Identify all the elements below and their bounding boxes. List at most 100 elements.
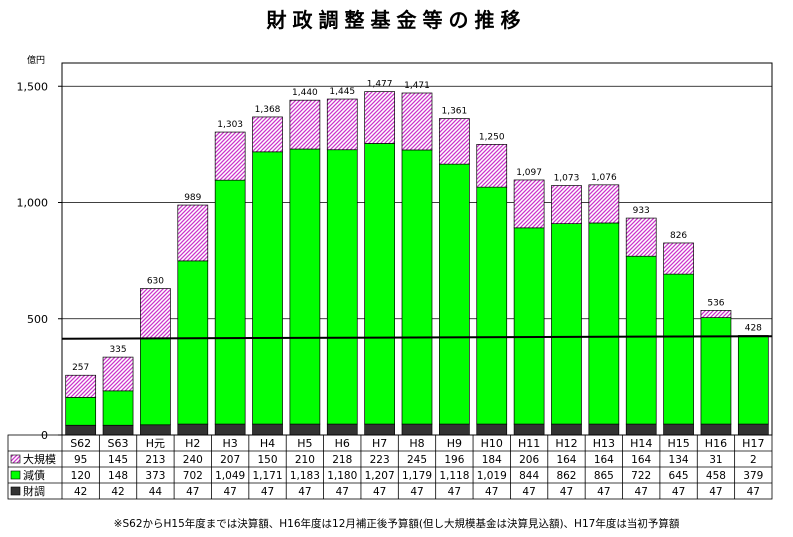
table-cell: 47 (747, 486, 760, 498)
bar-segment-大規模 (476, 144, 508, 188)
y-axis-unit-label: 億円 (27, 56, 46, 66)
x-tick-label: H5 (297, 437, 312, 450)
bar-segment-大規模 (289, 99, 321, 150)
reference-line (61, 335, 773, 340)
table-cell: 865 (594, 470, 614, 482)
bar-segment-大規模 (401, 92, 433, 151)
table-cell: 1,118 (439, 470, 469, 482)
bar-segment-減債 (140, 337, 171, 426)
bar-segment-財調 (625, 423, 657, 436)
table-cell: 1,207 (365, 470, 395, 482)
table-cell: 47 (410, 486, 423, 498)
bar-segment-財調 (663, 423, 694, 436)
table-cell: 47 (186, 486, 199, 498)
bar-segment-減債 (737, 335, 769, 425)
table-cell: 1,019 (477, 470, 507, 482)
table-cell: 206 (519, 454, 539, 466)
bar-segment-減債 (625, 255, 657, 425)
table-cell: 47 (597, 486, 610, 498)
bar-segment-大規模 (65, 374, 97, 398)
total-label: 1,303 (217, 120, 243, 130)
bar-segment-財調 (588, 423, 620, 436)
total-label: 1,477 (367, 80, 393, 90)
table-cell: 164 (556, 454, 576, 466)
table-cell: 47 (448, 486, 461, 498)
total-label: 335 (109, 345, 126, 355)
table-cell: 702 (183, 470, 203, 482)
legend-swatch (10, 470, 21, 480)
bar-segment-減債 (401, 149, 433, 425)
bar-segment-財調 (364, 423, 395, 436)
bar-segment-減債 (513, 227, 545, 425)
bar-segment-財調 (102, 424, 134, 436)
table-cell: 47 (223, 486, 236, 498)
table-cell: 47 (672, 486, 685, 498)
x-tick-label: S63 (108, 437, 129, 450)
bar-segment-大規模 (700, 310, 732, 318)
table-cell: 1,179 (402, 470, 432, 482)
x-tick-label: H3 (223, 437, 238, 450)
total-label: 1,445 (329, 87, 355, 97)
bar-segment-減債 (439, 163, 470, 425)
total-label: 536 (707, 298, 724, 308)
table-cell: 120 (71, 470, 91, 482)
total-label: 1,361 (441, 107, 467, 117)
bar-segment-大規模 (364, 91, 395, 144)
y-tick-label: 1,000 (17, 197, 49, 210)
bar-segment-財調 (551, 423, 582, 436)
bar-segment-減債 (588, 222, 620, 425)
table-cell: 95 (74, 454, 87, 466)
x-tick-label: H2 (185, 437, 200, 450)
bar-segment-減債 (214, 179, 246, 425)
bar-segment-財調 (289, 423, 321, 436)
table-cell: 134 (669, 454, 689, 466)
y-tick-label: 0 (41, 429, 48, 442)
x-tick-label: H16 (705, 437, 727, 450)
table-cell: 47 (298, 486, 311, 498)
bar-segment-減債 (663, 273, 694, 425)
table-cell: 210 (295, 454, 315, 466)
legend-label: 大規模 (23, 452, 56, 466)
table-cell: 47 (560, 486, 573, 498)
table-cell: 223 (370, 454, 390, 466)
x-tick-label: H17 (742, 437, 764, 450)
bar-segment-財調 (439, 423, 470, 436)
total-label: 1,097 (516, 168, 542, 178)
table-cell: 207 (220, 454, 240, 466)
bar-segment-大規模 (102, 356, 134, 392)
bar-segment-減債 (551, 223, 582, 425)
bar-segment-大規模 (252, 116, 283, 153)
x-tick-label: H10 (481, 437, 503, 450)
y-tick-label: 1,500 (17, 80, 49, 93)
bar-segment-財調 (177, 423, 209, 436)
table-cell: 42 (111, 486, 124, 498)
table-cell: 47 (336, 486, 349, 498)
table-cell: 245 (407, 454, 427, 466)
table-cell: 722 (631, 470, 651, 482)
table-cell: 1,180 (327, 470, 357, 482)
total-label: 933 (633, 206, 650, 216)
table-cell: 2 (750, 454, 757, 466)
table-cell: 1,171 (252, 470, 282, 482)
x-tick-label: H11 (518, 437, 540, 450)
table-cell: 47 (261, 486, 274, 498)
bar-segment-財調 (65, 424, 97, 436)
legend-label: 減債 (23, 468, 45, 482)
bar-segment-財調 (476, 423, 508, 436)
table-cell: 1,183 (290, 470, 320, 482)
bar-segment-財調 (737, 423, 769, 436)
bar-segment-財調 (214, 423, 246, 436)
table-cell: 42 (74, 486, 87, 498)
x-tick-label: H元 (146, 437, 165, 450)
table-cell: 196 (444, 454, 464, 466)
total-label: 1,440 (292, 88, 318, 98)
total-label: 630 (147, 277, 164, 287)
bar-segment-減債 (476, 186, 508, 425)
x-tick-label: H4 (260, 437, 275, 450)
total-label: 1,073 (554, 174, 580, 184)
x-tick-label: H6 (335, 437, 350, 450)
total-label: 1,076 (591, 173, 617, 183)
bar-segment-大規模 (625, 217, 657, 257)
table-cell: 240 (183, 454, 203, 466)
bar-segment-財調 (401, 423, 433, 436)
